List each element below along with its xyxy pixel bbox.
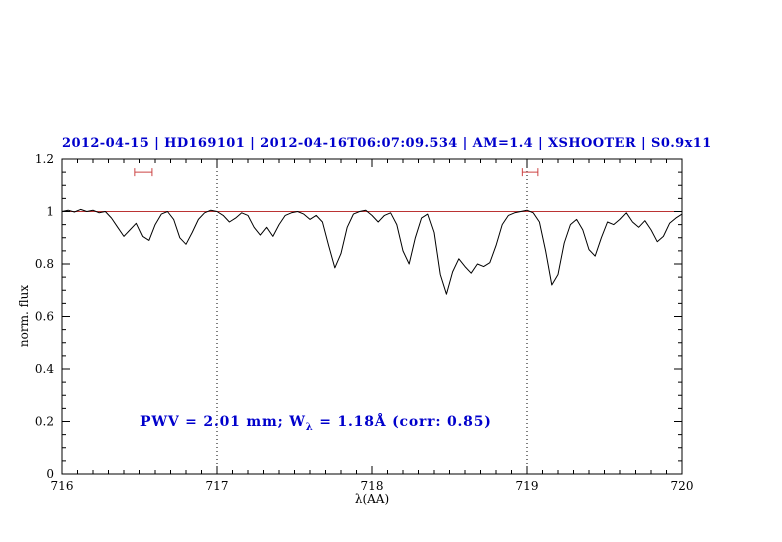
- y-tick-label: 0.6: [35, 310, 54, 324]
- plot-title: 2012-04-15 | HD169101 | 2012-04-16T06:07…: [62, 136, 712, 151]
- y-tick-label: 0.4: [35, 362, 54, 376]
- x-tick-label: 716: [51, 479, 74, 493]
- y-axis-label: norm. flux: [17, 284, 31, 348]
- x-tick-label: 718: [361, 479, 384, 493]
- y-tick-label: 0: [46, 467, 54, 481]
- spectrum-line: [61, 208, 683, 295]
- y-tick-label: 1.2: [35, 152, 54, 166]
- x-tick-label: 717: [206, 479, 229, 493]
- y-tick-label: 0.2: [35, 415, 54, 429]
- pwv-annotation-text-2: = 1.18Å (corr: 0.85): [313, 414, 492, 430]
- y-tick-label: 1: [46, 205, 54, 219]
- pwv-annotation: PWV = 2.01 mm; Wλ = 1.18Å (corr: 0.85): [140, 414, 492, 433]
- pwv-annotation-text: PWV = 2.01 mm; W: [140, 414, 306, 430]
- y-tick-label: 0.8: [35, 257, 54, 271]
- x-tick-label: 719: [516, 479, 539, 493]
- x-tick-label: 720: [671, 479, 694, 493]
- lambda-subscript: λ: [305, 421, 314, 433]
- x-axis-label: λ(AA): [354, 492, 390, 506]
